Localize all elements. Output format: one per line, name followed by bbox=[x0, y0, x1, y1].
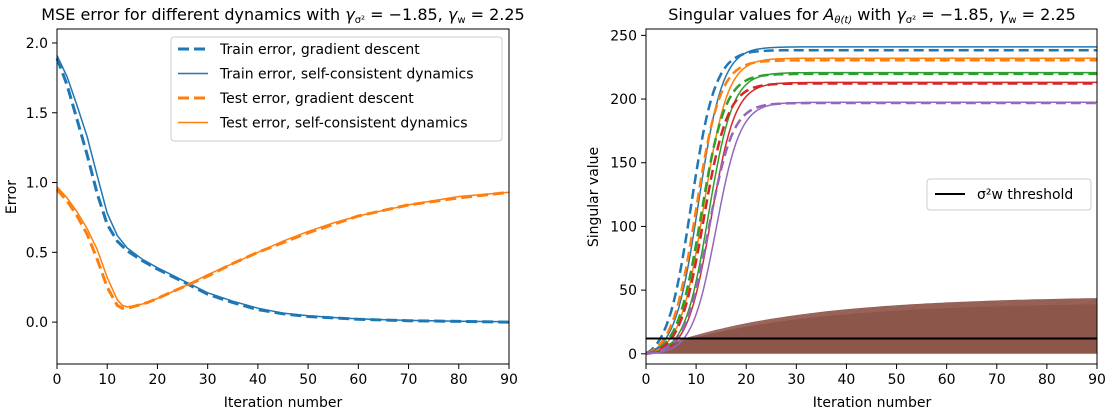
left-series-1 bbox=[56, 55, 510, 323]
left-legend: Train error, gradient descent Train error… bbox=[170, 36, 503, 142]
right-plot-area bbox=[646, 46, 1097, 356]
singular-value-1-dashed bbox=[646, 59, 1097, 355]
right-y-tick-label: 250 bbox=[610, 28, 637, 44]
left-y-tick-label: 0.0 bbox=[26, 315, 48, 331]
right-y-tick-label: 0 bbox=[628, 347, 637, 363]
left-series-0 bbox=[55, 57, 510, 324]
singular-value-0-solid bbox=[646, 46, 1097, 355]
bulk-singular-value-line bbox=[646, 300, 1097, 353]
right-chart-title: Singular values for Aθ(t) with γσ² = −1.… bbox=[668, 5, 1076, 26]
left-axes-frame bbox=[56, 28, 510, 365]
bulk-singular-value-line bbox=[646, 302, 1097, 353]
right-x-tick-label: 20 bbox=[737, 372, 755, 388]
left-y-ticks: 0.0 0.5 1.0 1.5 2.0 bbox=[26, 36, 57, 331]
left-legend-label-0: Train error, gradient descent bbox=[219, 42, 420, 58]
right-legend-threshold-label: σ²w threshold bbox=[977, 187, 1073, 203]
left-x-tick-label: 70 bbox=[400, 372, 418, 388]
left-legend-label-1: Train error, self-consistent dynamics bbox=[219, 67, 474, 83]
left-y-tick-label: 1.0 bbox=[26, 176, 48, 192]
left-chart-title: MSE error for different dynamics with γσ… bbox=[41, 5, 524, 26]
right-x-axis-label: Iteration number bbox=[813, 395, 932, 411]
right-x-tick-label: 50 bbox=[888, 372, 906, 388]
right-chart: Singular values for Aθ(t) with γσ² = −1.… bbox=[586, 5, 1106, 411]
right-axes-frame bbox=[645, 28, 1098, 365]
right-x-tick-label: 80 bbox=[1038, 372, 1056, 388]
left-x-tick-label: 50 bbox=[299, 372, 317, 388]
right-legend-box bbox=[926, 178, 1092, 211]
left-x-ticks: 0 10 20 30 40 50 60 70 80 90 bbox=[53, 364, 518, 388]
left-x-tick-label: 30 bbox=[199, 372, 217, 388]
left-plot-area bbox=[55, 55, 510, 324]
right-y-tick-label: 200 bbox=[610, 92, 637, 108]
left-y-axis-label: Error bbox=[4, 180, 20, 214]
left-x-tick-label: 10 bbox=[98, 372, 116, 388]
right-x-tick-label: 70 bbox=[988, 372, 1006, 388]
singular-value-3-dashed bbox=[646, 82, 1097, 356]
bulk-singular-values-band bbox=[646, 298, 1097, 354]
right-y-ticks: 0 50 100 150 200 250 bbox=[610, 28, 646, 363]
right-legend: σ²w threshold bbox=[926, 178, 1092, 211]
singular-value-4-solid bbox=[646, 101, 1097, 355]
right-x-tick-label: 30 bbox=[787, 372, 805, 388]
right-x-tick-label: 40 bbox=[838, 372, 856, 388]
left-y-tick-label: 1.5 bbox=[26, 106, 48, 122]
singular-value-1-solid bbox=[646, 57, 1097, 355]
left-legend-box bbox=[170, 36, 503, 142]
singular-value-4-dashed bbox=[646, 101, 1097, 356]
right-y-axis-label: Singular value bbox=[586, 147, 602, 247]
left-x-tick-label: 60 bbox=[349, 372, 367, 388]
left-x-tick-label: 80 bbox=[450, 372, 468, 388]
left-x-axis-label: Iteration number bbox=[224, 395, 343, 411]
left-series-2 bbox=[55, 188, 510, 310]
bulk-singular-value-line bbox=[646, 303, 1097, 353]
right-y-tick-label: 50 bbox=[619, 283, 637, 299]
left-x-tick-label: 0 bbox=[53, 372, 62, 388]
left-x-tick-label: 20 bbox=[149, 372, 167, 388]
bulk-singular-value-line bbox=[646, 299, 1097, 353]
right-x-tick-label: 10 bbox=[687, 372, 705, 388]
bulk-singular-value-line bbox=[646, 298, 1097, 353]
right-x-tick-label: 90 bbox=[1088, 372, 1106, 388]
left-y-tick-label: 0.5 bbox=[26, 245, 48, 261]
singular-value-2-solid bbox=[646, 71, 1097, 355]
left-x-tick-label: 40 bbox=[249, 372, 267, 388]
right-x-tick-label: 60 bbox=[938, 372, 956, 388]
left-y-tick-label: 2.0 bbox=[26, 36, 48, 52]
right-y-tick-label: 100 bbox=[610, 219, 637, 235]
bulk-singular-value-line bbox=[646, 301, 1097, 353]
right-x-ticks: 0 10 20 30 40 50 60 70 80 90 bbox=[642, 364, 1106, 388]
right-y-tick-label: 150 bbox=[610, 156, 637, 172]
left-series-3 bbox=[56, 186, 510, 308]
left-x-tick-label: 90 bbox=[500, 372, 518, 388]
singular-value-2-dashed bbox=[646, 72, 1097, 356]
singular-value-0-dashed bbox=[646, 48, 1097, 355]
left-legend-label-2: Test error, gradient descent bbox=[219, 91, 414, 107]
left-chart: MSE error for different dynamics with γσ… bbox=[4, 5, 525, 411]
right-x-tick-label: 0 bbox=[642, 372, 651, 388]
left-legend-label-3: Test error, self-consistent dynamics bbox=[219, 116, 468, 132]
